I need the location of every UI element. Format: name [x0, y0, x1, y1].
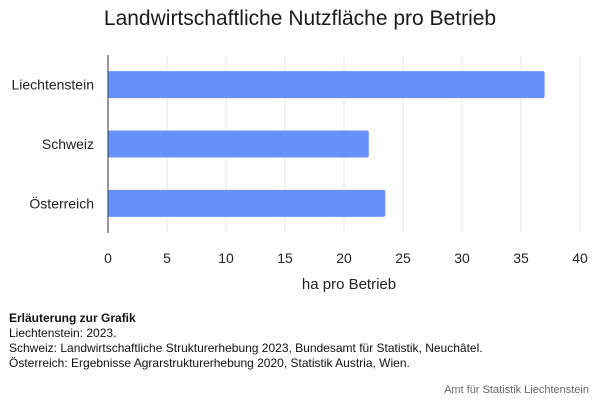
notes-line: Liechtenstein: 2023. — [9, 326, 117, 340]
x-tick-label: 10 — [218, 250, 234, 266]
category-labels: Liechtenstein Schweiz Österreich — [11, 77, 94, 212]
bar — [108, 71, 545, 99]
source-credit: Amt für Statistik Liechtenstein — [444, 384, 589, 396]
x-tick-label: 20 — [336, 250, 352, 266]
x-tick-label: 40 — [572, 250, 588, 266]
notes-line: Schweiz: Landwirtschaftliche Strukturerh… — [9, 341, 483, 355]
x-tick-label: 30 — [454, 250, 470, 266]
notes-heading: Erläuterung zur Grafik — [9, 311, 136, 325]
x-tick-label: 0 — [104, 250, 112, 266]
x-tick-label: 35 — [513, 250, 529, 266]
bar — [108, 189, 386, 217]
notes: Erläuterung zur Grafik Liechtenstein: 20… — [9, 311, 483, 371]
category-label: Liechtenstein — [11, 77, 94, 93]
notes-line: Österreich: Ergebnisse Agrarstrukturerhe… — [9, 356, 410, 370]
x-tick-labels: 0 5 10 15 20 25 30 35 40 — [104, 250, 588, 266]
bar-chart: Liechtenstein Schweiz Österreich 0 5 10 15 20 2… — [11, 55, 588, 293]
bars — [108, 71, 545, 217]
x-tick-label: 5 — [163, 250, 171, 266]
category-label: Österreich — [29, 194, 94, 211]
x-tick-label: 25 — [395, 250, 411, 266]
chart-title: Landwirtschaftliche Nutzfläche pro Betri… — [103, 7, 497, 30]
bar — [108, 130, 369, 158]
category-label: Schweiz — [42, 136, 94, 152]
x-tick-label: 15 — [277, 250, 293, 266]
x-axis-label: ha pro Betrieb — [302, 276, 396, 293]
